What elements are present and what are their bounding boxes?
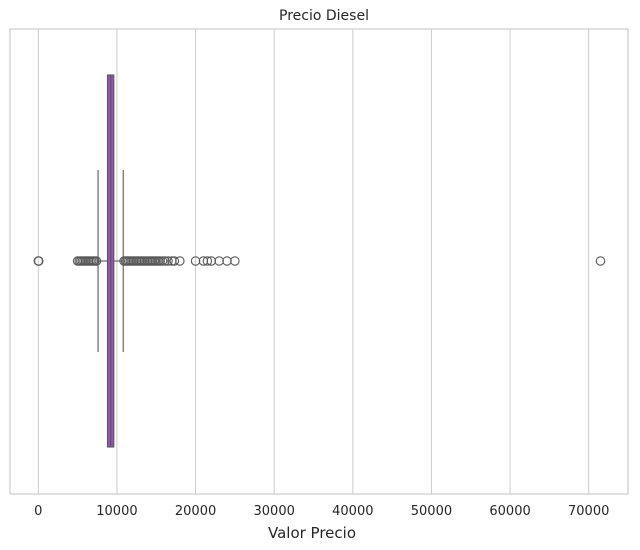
outliers xyxy=(33,256,606,266)
x-tick-label: 20000 xyxy=(175,504,216,519)
x-tick-label: 30000 xyxy=(254,504,295,519)
outlier-point xyxy=(34,256,44,266)
grid-lines xyxy=(37,29,590,494)
outlier-point xyxy=(160,256,170,266)
outlier-point xyxy=(157,256,168,266)
outlier-point xyxy=(91,256,102,266)
boxplot xyxy=(97,74,124,448)
x-tick-label: 70000 xyxy=(568,504,609,519)
x-tick-label: 0 xyxy=(34,504,42,519)
outlier-point xyxy=(595,256,606,266)
plot-frame xyxy=(9,28,629,495)
outlier-point xyxy=(222,256,232,266)
outlier-point xyxy=(169,256,180,266)
x-axis-label: Valor Precio xyxy=(268,524,356,542)
x-tick-label: 40000 xyxy=(332,504,373,519)
x-tick-labels: 0 10000 20000 30000 40000 50000 60000 70000 xyxy=(34,504,609,519)
outlier-point xyxy=(163,256,173,266)
outlier-point xyxy=(230,256,240,266)
outlier-point xyxy=(202,256,213,266)
outlier-point xyxy=(214,256,224,266)
x-tick-label: 50000 xyxy=(411,504,452,519)
x-tick-label: 60000 xyxy=(489,504,530,519)
outlier-point xyxy=(175,256,185,266)
chart-title: Precio Diesel xyxy=(279,8,369,24)
x-tick-label: 10000 xyxy=(96,504,137,519)
